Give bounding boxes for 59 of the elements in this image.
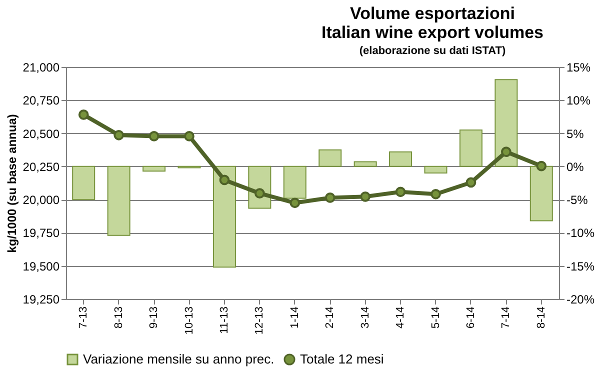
y-tick-label: 19,250	[22, 292, 60, 306]
chart-title: Volume esportazioni Italian wine export volumes	[321, 4, 544, 42]
y2-tick-label: -20%	[566, 292, 595, 306]
y2-tick-label: 5%	[566, 126, 584, 141]
y-tick-label: 19,750	[22, 226, 60, 240]
point	[290, 198, 300, 208]
x-tick-label: 11-13	[218, 306, 230, 334]
y2-tick-label: -15%	[566, 259, 595, 274]
x-tick-label: 10-13	[183, 306, 196, 335]
point	[78, 110, 89, 120]
y-tick-label: 21,000	[22, 60, 60, 74]
bar	[459, 129, 482, 167]
bar	[494, 79, 518, 167]
point	[114, 130, 124, 140]
x-tick-label: 2-14	[324, 306, 336, 329]
point	[254, 188, 265, 199]
bar	[107, 166, 130, 236]
x-tick-label: 6-14	[464, 306, 477, 329]
y2-tick-label: -10%	[566, 226, 595, 240]
y-axis-title: kg/1000 (su base annua)	[4, 114, 19, 253]
y2-tick-label: 15%	[566, 60, 591, 74]
x-tick-label: 5-14	[430, 306, 442, 329]
bar	[424, 166, 448, 174]
point	[500, 146, 512, 158]
y-tick-label: 20,500	[22, 126, 60, 141]
y-tick-label: 20,000	[22, 193, 60, 208]
legend-label: Totale 12 mesi	[300, 352, 384, 366]
point	[536, 160, 547, 172]
point	[184, 131, 194, 142]
x-tick-label: 8-13	[112, 306, 125, 329]
point	[148, 131, 160, 142]
point	[395, 186, 406, 198]
y-tick-label: 20,750	[22, 94, 60, 108]
y-tick-label: 20,250	[22, 160, 60, 174]
point	[219, 174, 230, 186]
legend-label: Variazione mensile su anno prec.	[83, 352, 274, 366]
x-tick-label: 3-14	[359, 306, 372, 329]
x-tick-label: 7-14	[500, 306, 512, 329]
bar	[318, 149, 342, 167]
point	[430, 188, 441, 200]
bar	[389, 151, 412, 167]
bar	[354, 161, 377, 167]
point	[324, 192, 336, 203]
y2-tick-label: 10%	[566, 94, 591, 108]
y2-tick-label: 0%	[566, 160, 584, 174]
x-tick-label: 4-14	[394, 306, 407, 329]
bar	[72, 166, 96, 200]
y-tick-label: 19,500	[22, 259, 60, 274]
point	[360, 191, 371, 202]
bar	[142, 166, 166, 172]
x-tick-label: 8-14	[535, 306, 548, 329]
x-tick-label: 7-13	[78, 306, 90, 329]
x-tick-label: 1-14	[288, 306, 301, 329]
y2-tick-label: -5%	[566, 193, 588, 208]
point	[466, 177, 476, 188]
x-tick-label: 9-13	[148, 306, 160, 329]
x-tick-label: 12-13	[254, 306, 266, 335]
chart-subtitle: (elaborazione su dati ISTAT)	[359, 45, 506, 57]
bar	[212, 166, 236, 268]
